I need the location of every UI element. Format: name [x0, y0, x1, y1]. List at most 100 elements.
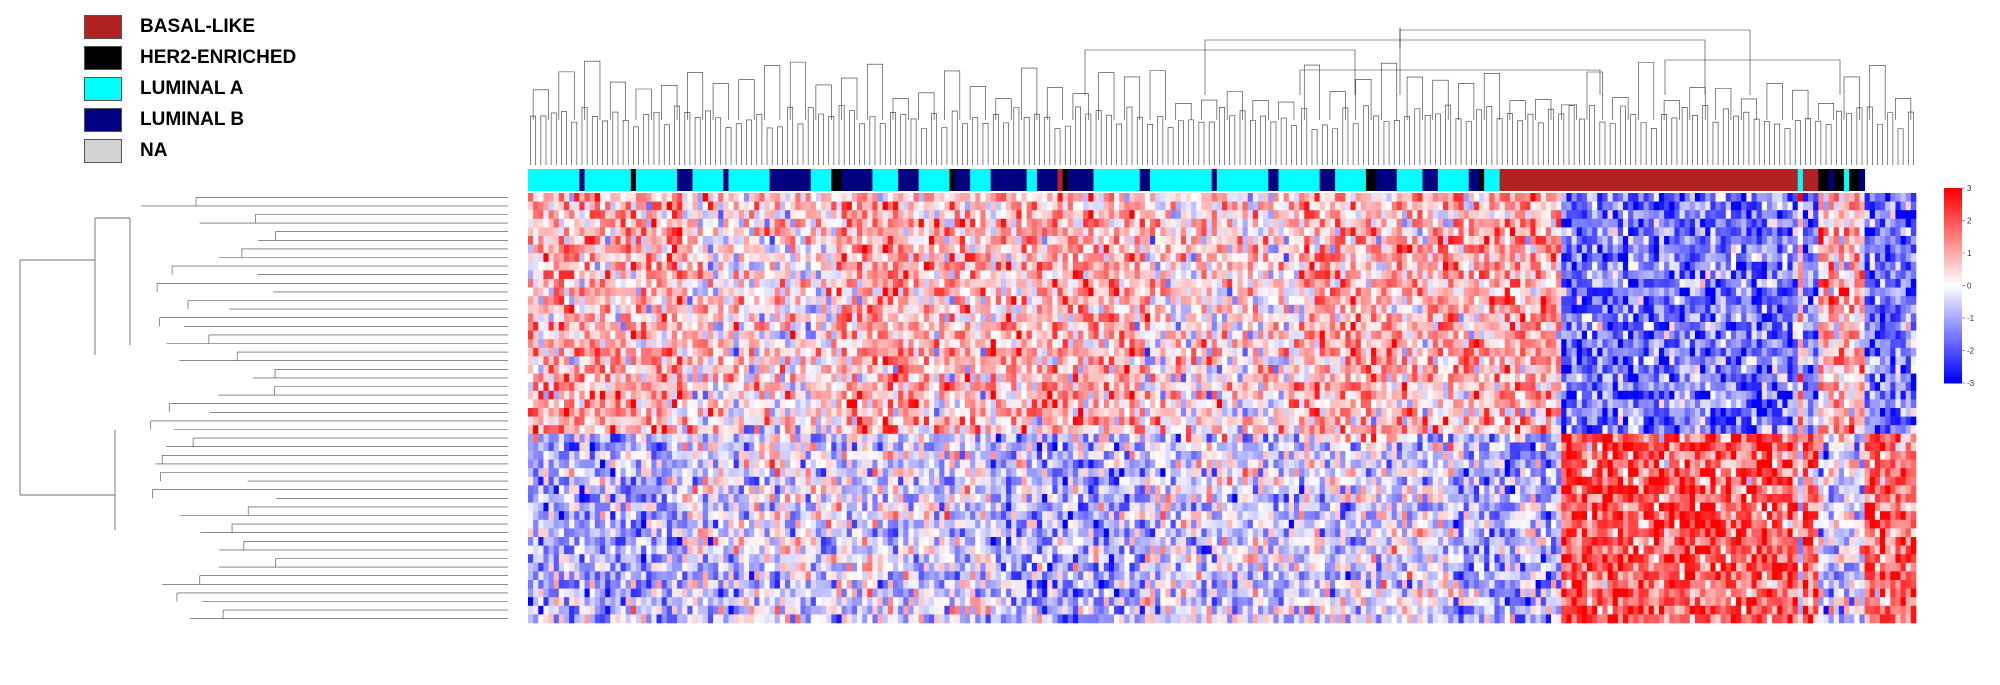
heat-cell	[1910, 296, 1917, 306]
heat-cell	[538, 210, 544, 220]
heat-cell	[1335, 261, 1341, 271]
heat-cell	[815, 227, 822, 237]
heat-cell	[584, 218, 590, 228]
heat-cell	[857, 296, 863, 306]
heat-cell	[1833, 322, 1840, 331]
heat-cell	[749, 296, 755, 306]
heat-cell	[1453, 304, 1459, 314]
col-dendro-branch	[1897, 128, 1904, 165]
heat-cell	[1622, 322, 1629, 331]
heat-cell	[1617, 193, 1624, 202]
heat-cell	[1432, 304, 1439, 314]
heat-cell	[795, 330, 801, 340]
heat-cell	[1031, 313, 1038, 323]
heat-cell	[1761, 270, 1768, 280]
col-dendro-branch	[972, 117, 979, 165]
heat-cell	[594, 313, 601, 323]
heat-cell	[1638, 270, 1644, 280]
heat-cell	[862, 227, 868, 237]
heat-cell	[707, 201, 714, 211]
heat-cell	[1067, 210, 1074, 220]
heat-cell	[1895, 210, 1901, 220]
heat-cell	[625, 330, 632, 340]
heat-cell	[1216, 330, 1223, 340]
heat-cell	[1638, 322, 1644, 331]
heat-cell	[1797, 210, 1804, 220]
heat-cell	[723, 253, 729, 263]
heat-cell	[815, 193, 822, 202]
col-dendro-branch	[1558, 113, 1565, 165]
heat-cell	[1021, 330, 1027, 340]
col-dendro-branch	[931, 113, 937, 165]
heat-cell	[1751, 279, 1757, 288]
heat-cell	[810, 287, 817, 297]
heat-cell	[563, 330, 570, 340]
heat-cell	[1273, 330, 1279, 340]
heat-cell	[1658, 201, 1665, 211]
heat-cell	[810, 227, 817, 237]
heat-cell	[1042, 322, 1048, 331]
heat-cell	[1170, 296, 1177, 306]
heat-cell	[1304, 210, 1310, 220]
heat-cell	[1036, 201, 1043, 211]
col-dendro-branch	[1157, 116, 1164, 165]
heat-cell	[1756, 304, 1763, 314]
heat-cell	[779, 270, 786, 280]
heat-cell	[1160, 236, 1166, 245]
heat-cell	[656, 218, 662, 228]
heat-cell	[589, 322, 596, 331]
heat-cell	[898, 261, 904, 271]
heat-cell	[1355, 322, 1362, 331]
heat-cell	[1401, 236, 1408, 245]
heat-cell	[1201, 270, 1207, 280]
heat-cell	[990, 218, 997, 228]
heat-cell	[1777, 261, 1783, 271]
heat-cell	[1386, 253, 1392, 263]
heat-cell	[1283, 304, 1290, 314]
heat-cell	[995, 244, 1002, 254]
heat-cell	[815, 313, 822, 323]
col-dendro-branch	[1406, 76, 1423, 120]
heat-cell	[533, 279, 539, 288]
heat-cell	[1710, 244, 1716, 254]
heat-cell	[1592, 253, 1598, 263]
heat-cell	[841, 339, 848, 349]
heat-cell	[563, 218, 570, 228]
heat-cell	[1643, 296, 1649, 306]
heat-cell	[1905, 261, 1912, 271]
heat-cell	[769, 322, 776, 331]
heat-cell	[872, 304, 878, 314]
heat-cell	[1808, 227, 1814, 237]
heat-cell	[1561, 244, 1567, 254]
heat-cell	[1232, 253, 1238, 263]
heat-cell	[1175, 253, 1182, 263]
heat-cell	[1586, 201, 1593, 211]
heat-cell	[1206, 218, 1213, 228]
heat-cell	[1859, 270, 1865, 280]
heat-cell	[1000, 236, 1007, 245]
heat-cell	[1797, 227, 1804, 237]
heat-cell	[1592, 227, 1598, 237]
heat-cell	[918, 253, 925, 263]
heat-cell	[1242, 253, 1248, 263]
heat-cell	[836, 253, 842, 263]
heat-cell	[548, 304, 554, 314]
heat-cell	[1628, 270, 1634, 280]
heat-cell	[918, 279, 925, 288]
heat-cell	[1869, 313, 1876, 323]
heat-cell	[1227, 287, 1233, 297]
heat-cell	[1211, 201, 1218, 211]
heat-cell	[1808, 218, 1814, 228]
heat-cell	[1520, 296, 1526, 306]
heat-cell	[1592, 193, 1598, 202]
heat-cell	[1006, 322, 1012, 331]
heat-cell	[1155, 287, 1161, 297]
heat-cell	[1057, 193, 1063, 202]
heat-cell	[1823, 304, 1829, 314]
heat-cell	[1078, 322, 1084, 331]
heat-cell	[836, 244, 842, 254]
heat-cell	[1052, 210, 1058, 220]
heat-cell	[738, 236, 745, 245]
heat-cell	[1551, 253, 1557, 263]
heat-cell	[1355, 296, 1362, 306]
